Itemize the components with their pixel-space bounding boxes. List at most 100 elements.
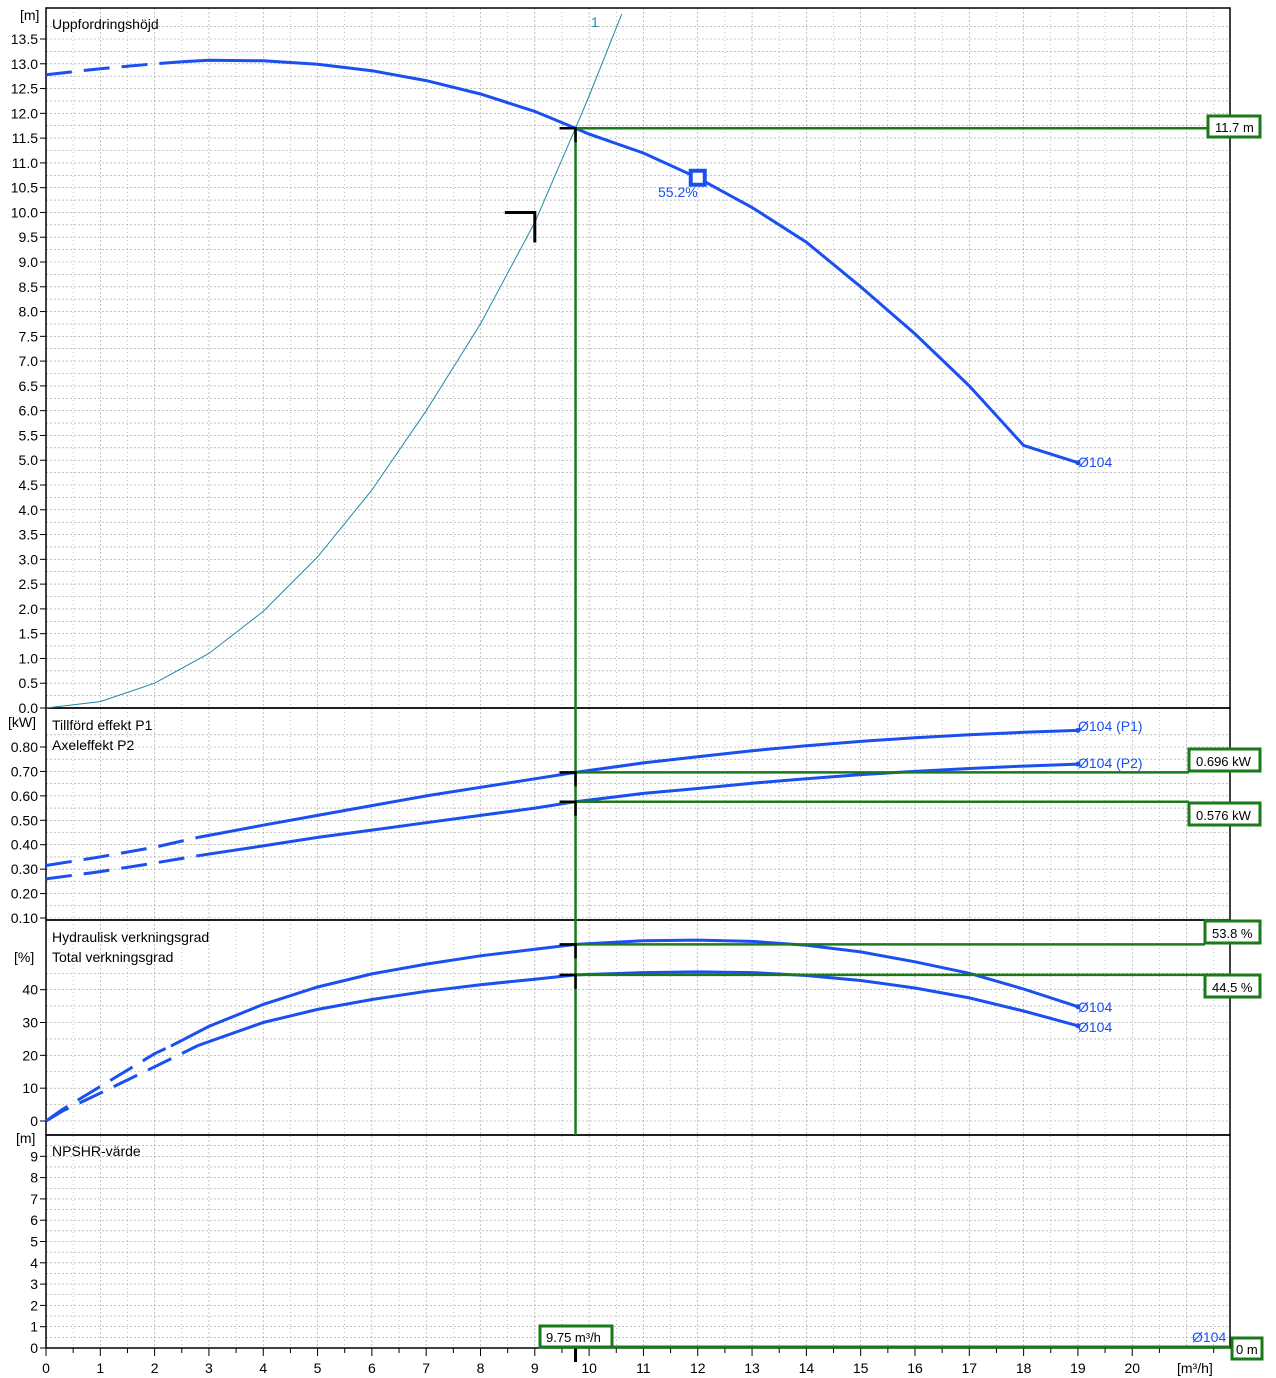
y-tick-label: 7.0 — [19, 353, 39, 369]
y-tick-label: 5.5 — [19, 427, 39, 443]
hydraulic-eff-end-label: Ø104 — [1078, 999, 1112, 1015]
curve-dashed-segment — [45, 1044, 199, 1123]
efficiency-op-corner — [559, 943, 577, 959]
curve-end-point — [1075, 727, 1081, 733]
power-panel-subtitle: Axeleffekt P2 — [52, 737, 134, 753]
curve-line — [181, 58, 1079, 465]
curve-dashed-segment — [45, 835, 199, 867]
head-op-corner — [559, 126, 577, 143]
x-tick-label: 20 — [1124, 1360, 1140, 1376]
y-tick-label: 6 — [30, 1212, 38, 1228]
x-tick-label: 17 — [962, 1360, 978, 1376]
npshr-readout-text: 0 m — [1236, 1342, 1258, 1357]
y-tick-label: 11.5 — [12, 130, 38, 146]
p2-curve-end-label: Ø104 (P2) — [1078, 755, 1143, 771]
x-tick-label: 6 — [368, 1360, 376, 1376]
y-tick-label: 9.0 — [19, 254, 39, 270]
y-tick-label: 0 — [30, 1340, 38, 1356]
x-tick-label: 3 — [205, 1360, 213, 1376]
efficiency-unit-label: [%] — [14, 949, 34, 965]
power-panel-title: Tillförd effekt P1 — [52, 717, 153, 733]
p2-readout-box: 0.576 kW — [1187, 801, 1262, 827]
y-tick-label: 0.50 — [11, 812, 38, 828]
y-tick-label: 0.70 — [11, 763, 38, 779]
curve-line — [197, 728, 1078, 839]
total-eff-readout-box: 44.5 % — [1203, 973, 1262, 999]
y-tick-label: 1.5 — [19, 626, 39, 642]
head-readout-box: 11.7 m — [1206, 114, 1262, 139]
y-tick-label: 8.5 — [19, 279, 39, 295]
panel-frame — [45, 919, 1231, 1136]
x-tick-label: 0 — [42, 1360, 50, 1376]
y-tick-label: 12.5 — [11, 81, 38, 97]
efficiency-panel-title: Hydraulisk verkningsgrad — [52, 929, 209, 945]
x-tick-label: 2 — [151, 1360, 159, 1376]
operating-point-layer — [504, 126, 1230, 1362]
hydraulic-eff-readout-box: 53.8 % — [1203, 919, 1262, 945]
y-tick-label: 7 — [30, 1191, 38, 1207]
p2-readout-text: 0.576 kW — [1196, 808, 1252, 823]
y-tick-label: 30 — [22, 1015, 38, 1031]
power-unit-label: [kW] — [8, 714, 36, 730]
total-eff-end-label: Ø104 — [1078, 1019, 1112, 1035]
x-tick-label: 16 — [907, 1360, 923, 1376]
y-tick-label: 0.20 — [11, 886, 38, 902]
y-tick-label: 0.60 — [11, 788, 38, 804]
x-unit-label: [m³/h] — [1177, 1360, 1213, 1376]
y-tick-label: 2 — [30, 1297, 38, 1313]
y-tick-label: 6.5 — [19, 378, 39, 394]
curve-end-point — [1075, 460, 1081, 466]
y-tick-label: 0.10 — [11, 910, 38, 926]
x-tick-label: 15 — [853, 1360, 869, 1376]
y-tick-label: 9 — [30, 1148, 38, 1164]
y-tick-label: 0.5 — [19, 675, 39, 691]
y-tick-label: 9.5 — [19, 229, 39, 245]
y-tick-label: 4.0 — [19, 502, 39, 518]
x-tick-label: 5 — [314, 1360, 322, 1376]
power-op-corner — [559, 800, 577, 816]
power-op-corner — [559, 771, 577, 787]
y-tick-label: 10 — [22, 1080, 38, 1096]
y-tick-label: 8.0 — [19, 304, 39, 320]
y-tick-label: 1 — [30, 1319, 38, 1335]
y-tick-label: 5.0 — [19, 452, 39, 468]
y-tick-label: 4.5 — [19, 477, 39, 493]
panel-frame — [45, 7, 1231, 709]
y-tick-label: 0.40 — [11, 837, 38, 853]
curve-line — [170, 938, 1079, 1048]
y-tick-label: 3 — [30, 1276, 38, 1292]
y-tick-label: 2.0 — [19, 601, 39, 617]
p1-readout-text: 0.696 kW — [1196, 754, 1252, 769]
y-tick-label: 20 — [22, 1047, 38, 1063]
npshr-curve-end-label: Ø104 — [1192, 1329, 1226, 1345]
x-tick-label: 11 — [636, 1360, 651, 1376]
p1-curve-end-label: Ø104 (P1) — [1078, 718, 1143, 734]
y-tick-label: 0.30 — [11, 861, 38, 877]
x-tick-label: 14 — [799, 1360, 815, 1376]
panel-frame — [45, 707, 1231, 921]
y-tick-label: 3.0 — [19, 551, 39, 567]
y-tick-label: 1.0 — [19, 650, 39, 666]
x-tick-label: 4 — [259, 1360, 267, 1376]
x-tick-label: 8 — [477, 1360, 485, 1376]
x-tick-label: 12 — [690, 1360, 706, 1376]
head-unit-label: [m] — [20, 7, 39, 23]
curve-layer — [45, 14, 1081, 1123]
total-eff-readout-text: 44.5 % — [1212, 980, 1253, 995]
y-tick-label: 10.0 — [11, 204, 38, 220]
x-tick-label: 7 — [422, 1360, 430, 1376]
efficiency-panel-subtitle: Total verkningsgrad — [52, 949, 173, 965]
bep-efficiency-label: 55.2% — [658, 184, 698, 200]
y-tick-label: 10.5 — [11, 180, 38, 196]
y-tick-label: 13.5 — [11, 31, 38, 47]
x-tick-label: 1 — [96, 1360, 104, 1376]
head-panel-title: Uppfordringshöjd — [52, 16, 159, 32]
x-tick-label: 10 — [581, 1360, 597, 1376]
curve-end-point — [1075, 761, 1081, 767]
curve-end-point — [1075, 1023, 1081, 1029]
y-tick-label: 6.0 — [19, 403, 39, 419]
y-tick-label: 11.0 — [12, 155, 38, 171]
curve-line — [197, 762, 1078, 858]
curve-line — [197, 970, 1079, 1047]
